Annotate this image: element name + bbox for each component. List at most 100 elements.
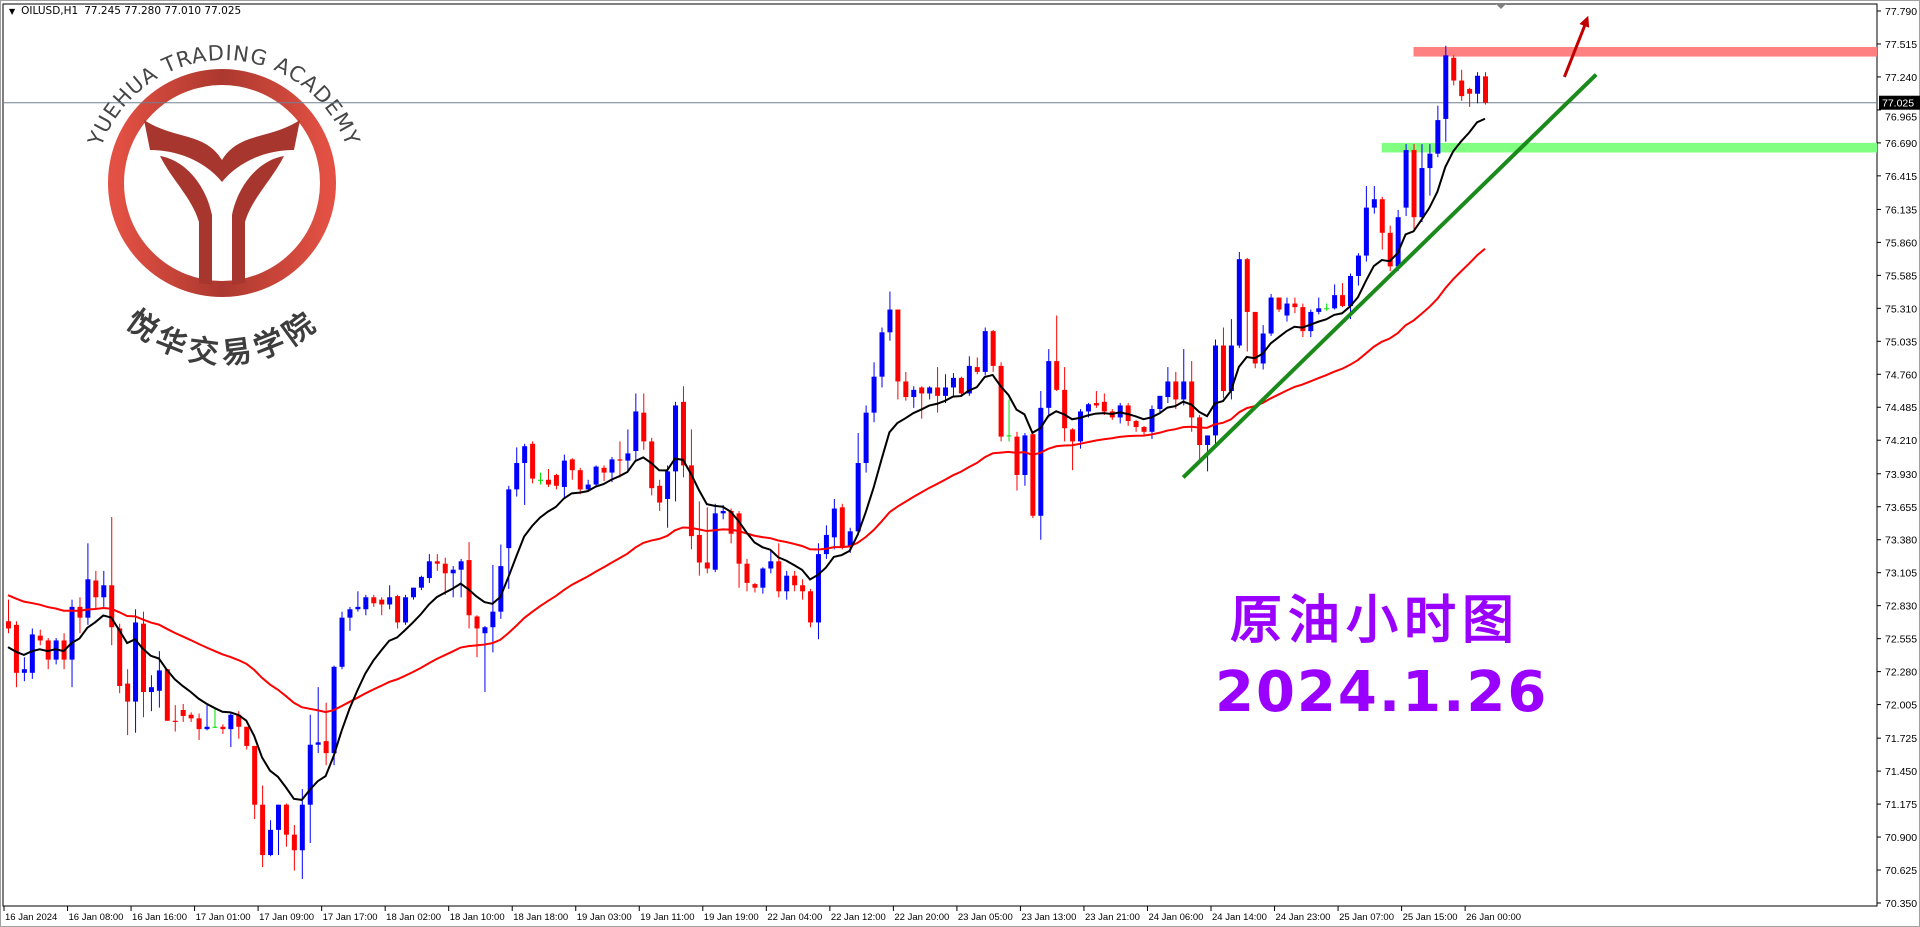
candle-body <box>792 575 798 586</box>
y-axis-label: 76.965 <box>1885 112 1917 124</box>
x-axis-label: 19 Jan 03:00 <box>577 912 632 923</box>
candle-body <box>117 628 123 686</box>
y-axis-label: 71.450 <box>1885 766 1917 778</box>
support-zone[interactable] <box>1381 142 1877 153</box>
candle-body <box>831 508 837 538</box>
x-axis-label: 22 Jan 12:00 <box>831 912 886 923</box>
chart-header: ▼ OILUSD,H1 77.245 77.280 77.010 77.025 <box>9 5 241 17</box>
candle-body <box>1308 311 1314 332</box>
x-axis-label: 23 Jan 21:00 <box>1085 912 1140 923</box>
candle-body <box>403 597 409 623</box>
candle-body <box>426 561 432 579</box>
ohlc-readout: 77.245 77.280 77.010 77.025 <box>84 5 242 17</box>
candle-body <box>307 744 313 805</box>
x-axis-label: 18 Jan 02:00 <box>386 912 441 923</box>
chart-shift-marker-icon[interactable] <box>1496 4 1506 9</box>
candle-body <box>1054 361 1060 390</box>
candle-body <box>172 720 178 722</box>
candle-body <box>871 376 877 413</box>
y-axis-label: 76.135 <box>1885 204 1917 216</box>
candle-body <box>577 470 583 490</box>
annotation-title: 原油小时图 <box>1229 590 1520 651</box>
y-axis-label: 70.900 <box>1885 832 1917 844</box>
y-axis-label: 75.860 <box>1885 237 1917 249</box>
candle-body <box>1348 275 1354 306</box>
candle-body <box>1093 403 1099 406</box>
candle-body <box>1395 217 1401 267</box>
candle-body <box>1268 297 1274 334</box>
candle-body <box>395 596 401 623</box>
candle-body <box>1355 255 1361 276</box>
candle-body <box>291 834 297 851</box>
arrow-up-icon[interactable] <box>1579 15 1590 28</box>
resistance-zone[interactable] <box>1413 46 1877 57</box>
candle-body <box>1205 435 1211 446</box>
x-axis-label: 25 Jan 07:00 <box>1339 912 1394 923</box>
candle-body <box>561 460 567 487</box>
fast-moving-average-line <box>7 117 1486 801</box>
svg-text:悦华交易学院: 悦华交易学院 <box>120 303 327 372</box>
candle-body <box>77 606 83 618</box>
candle-body <box>736 513 742 564</box>
candle-body <box>148 687 154 692</box>
candle-body <box>275 804 281 830</box>
candle-body <box>935 387 941 396</box>
candle-body <box>69 606 75 660</box>
candle-body <box>283 804 289 835</box>
candle-body <box>1443 55 1449 119</box>
candle-body <box>379 599 385 605</box>
trendline[interactable] <box>1181 73 1598 479</box>
arrow-shaft[interactable] <box>1563 21 1588 78</box>
candle-body <box>13 624 19 673</box>
logo: YUEHUA TRADING ACADEMY 悦华交易学院 <box>83 41 363 372</box>
candle-body <box>363 597 369 610</box>
candle-body <box>180 709 186 716</box>
candle-body <box>1189 381 1195 418</box>
candle-body <box>657 485 663 503</box>
candle-body <box>943 387 949 396</box>
logo-emblem <box>144 120 300 285</box>
candle-body <box>514 462 520 490</box>
x-axis-label: 16 Jan 2024 <box>5 912 57 923</box>
logo-ring <box>108 69 336 297</box>
y-axis-label: 77.790 <box>1885 6 1917 18</box>
candle-body <box>1078 411 1084 442</box>
x-axis-label: 22 Jan 20:00 <box>894 912 949 923</box>
candle-body <box>696 534 702 563</box>
candle-body <box>823 534 829 555</box>
x-axis-label: 24 Jan 23:00 <box>1276 912 1331 923</box>
candle-body <box>609 459 615 473</box>
y-axis-label: 70.350 <box>1885 898 1917 910</box>
candle-body <box>1181 381 1187 400</box>
triangle-down-icon[interactable]: ▼ <box>9 7 16 16</box>
candle-body <box>617 459 623 461</box>
candle-body <box>450 569 456 574</box>
candle-body <box>990 331 996 366</box>
candle-body <box>1062 389 1068 429</box>
candle-body <box>633 411 639 452</box>
x-axis-label: 23 Jan 13:00 <box>1021 912 1076 923</box>
candle-body <box>625 453 631 461</box>
y-axis-label: 71.725 <box>1885 733 1917 745</box>
candle-body <box>887 309 893 333</box>
candle-body <box>680 401 686 466</box>
candle-body <box>1014 436 1020 475</box>
x-axis-label: 17 Jan 17:00 <box>323 912 378 923</box>
chart-border <box>2 3 1878 907</box>
candle-body <box>188 714 194 719</box>
candle-body <box>688 465 694 537</box>
candle-body <box>244 726 250 746</box>
candle-body <box>29 634 35 673</box>
y-axis-label: 75.310 <box>1885 303 1917 315</box>
x-axis-label: 16 Jan 08:00 <box>69 912 124 923</box>
candle-body <box>895 309 901 382</box>
candle-body <box>252 745 258 805</box>
candle-body <box>966 365 972 394</box>
candle-body <box>847 531 853 547</box>
candle-body <box>784 575 790 592</box>
y-axis-label: 76.415 <box>1885 171 1917 183</box>
candle-body <box>1292 303 1298 308</box>
candle-body <box>220 726 226 730</box>
x-axis-label: 23 Jan 05:00 <box>958 912 1013 923</box>
